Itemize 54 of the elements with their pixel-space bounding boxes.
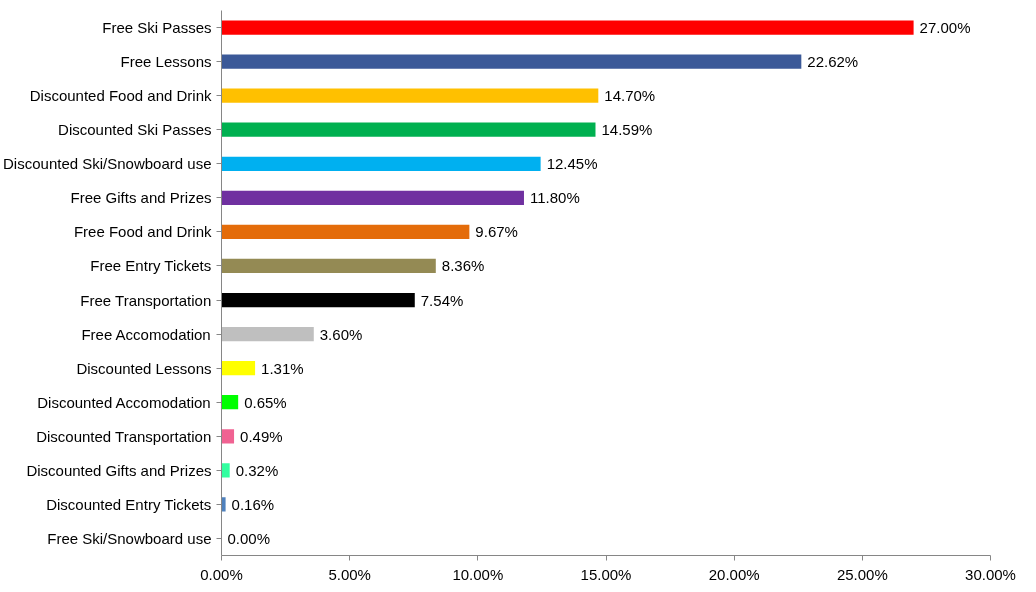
bar (221, 20, 914, 35)
y-tick-label: Discounted Lessons (76, 359, 212, 377)
x-tick-label: 0.00% (200, 565, 243, 583)
data-label: 1.31% (261, 359, 304, 377)
data-label: 3.60% (319, 325, 363, 343)
y-tick-label: Free Gifts and Prizes (70, 189, 212, 207)
data-label: 0.49% (240, 427, 283, 445)
data-label: 0.65% (244, 393, 287, 411)
bar (221, 395, 239, 410)
data-label: 27.00% (919, 19, 971, 37)
data-label: 8.36% (441, 257, 485, 275)
data-label: 0.32% (235, 461, 279, 479)
bar (221, 292, 415, 308)
x-tick-label: 10.00% (452, 565, 504, 583)
bar (221, 190, 524, 205)
y-tick-label: Free Transportation (80, 291, 212, 309)
bar (221, 463, 230, 478)
data-label: 22.62% (807, 53, 859, 71)
data-label: 7.54% (420, 291, 464, 309)
y-tick-label: Discounted Transportation (36, 427, 212, 445)
y-tick-label: Free Entry Tickets (90, 257, 212, 275)
x-tick-label: 20.00% (708, 565, 760, 583)
y-tick-label: Discounted Ski/Snowboard use (3, 155, 212, 173)
x-tick-label: 25.00% (836, 565, 888, 583)
bar (221, 122, 596, 137)
y-tick-label: Discounted Food and Drink (29, 87, 212, 105)
data-label: 9.67% (475, 223, 518, 241)
bar (221, 88, 599, 103)
bar (221, 156, 541, 171)
y-tick-label: Free Ski/Snowboard use (47, 529, 212, 547)
data-label: 11.80% (529, 189, 580, 207)
y-tick-label: Discounted Accomodation (37, 393, 211, 411)
data-label: 12.45% (546, 155, 598, 173)
bar (221, 224, 470, 240)
data-label: 14.70% (604, 87, 656, 105)
y-tick-label: Free Lessons (120, 53, 212, 71)
bar (221, 258, 436, 274)
bar (221, 497, 226, 512)
x-tick-label: 30.00% (965, 565, 1016, 583)
y-tick-label: Free Food and Drink (73, 223, 212, 241)
bar (221, 54, 802, 69)
bar (221, 429, 235, 444)
bar (221, 361, 256, 376)
x-tick-label: 5.00% (328, 565, 371, 583)
bar (221, 326, 314, 342)
x-tick-label: 15.00% (580, 565, 632, 583)
data-label: 0.16% (231, 495, 275, 513)
y-tick-label: Discounted Ski Passes (58, 121, 212, 139)
y-tick-label: Free Accomodation (81, 325, 211, 343)
y-tick-label: Discounted Entry Tickets (46, 495, 212, 513)
data-label: 14.59% (601, 121, 653, 139)
data-label: 0.00% (227, 529, 271, 547)
y-tick-label: Discounted Gifts and Prizes (26, 461, 212, 479)
y-tick-label: Free Ski Passes (102, 19, 212, 37)
